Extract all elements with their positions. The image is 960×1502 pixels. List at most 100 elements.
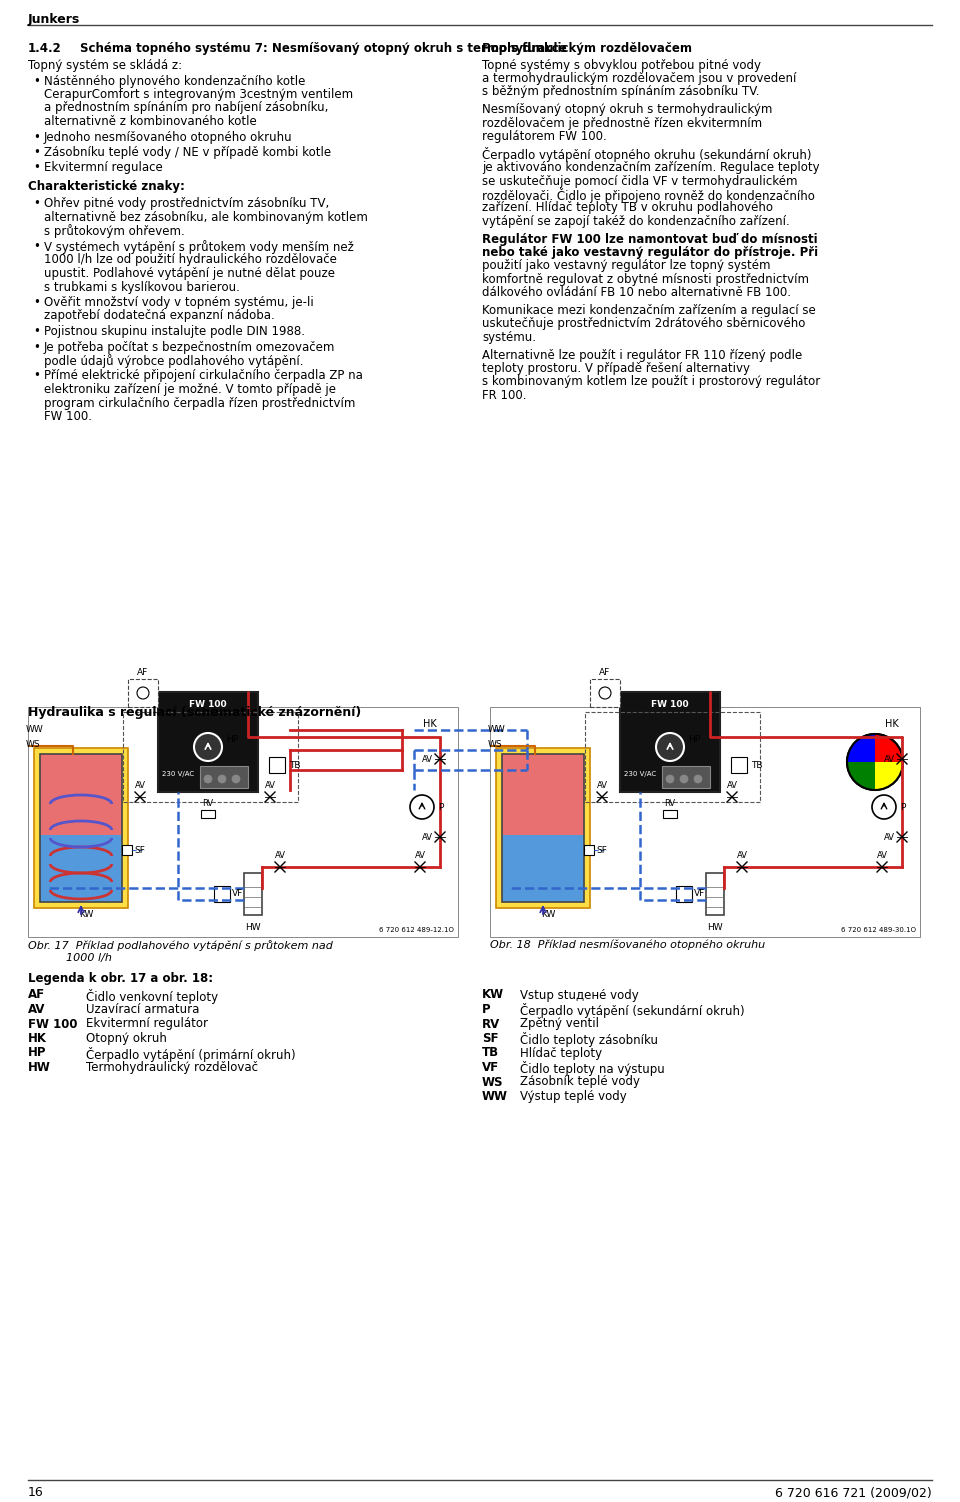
Bar [244, 873, 262, 915]
Text: s průtokovým ohřevem.: s průtokovým ohřevem. [44, 224, 184, 239]
Text: Čerpadlo vytápění (primární okruh): Čerpadlo vytápění (primární okruh) [86, 1047, 296, 1062]
Text: AV: AV [415, 852, 425, 861]
Circle shape [680, 775, 688, 783]
Text: Termohydraulický rozdělovač: Termohydraulický rozdělovač [86, 1060, 258, 1074]
Text: Čidlo teploty na výstupu: Čidlo teploty na výstupu [520, 1060, 664, 1075]
Text: SF: SF [482, 1032, 498, 1045]
Text: 16: 16 [28, 1485, 44, 1499]
Text: Vstup stuденé vody: Vstup stuденé vody [520, 988, 638, 1002]
Text: AV: AV [275, 852, 285, 861]
Text: Ekvitermní regulace: Ekvitermní regulace [44, 162, 163, 174]
Text: 1.4.2: 1.4.2 [28, 42, 61, 56]
Circle shape [218, 775, 226, 783]
Text: FW 100.: FW 100. [44, 410, 92, 424]
Text: upustit. Podlahové vytápění je nutné dělat pouze: upustit. Podlahové vytápění je nutné děl… [44, 267, 335, 279]
Text: AV: AV [596, 781, 608, 790]
Text: HP: HP [226, 734, 238, 743]
Text: CerapurComfort s integrovaným 3cestným ventilem: CerapurComfort s integrovaným 3cestným v… [44, 89, 353, 101]
Text: Uzavírací armatura: Uzavírací armatura [86, 1003, 200, 1015]
Text: SF: SF [134, 846, 145, 855]
Text: Zpětný ventil: Zpětný ventil [520, 1017, 599, 1030]
Circle shape [204, 775, 212, 783]
Text: uskutečňuje prostřednictvím 2drátového sběrnicového: uskutečňuje prostřednictvím 2drátového s… [482, 317, 805, 330]
Bar [590, 679, 620, 707]
Text: elektroniku zařízení je možné. V tomto případě je: elektroniku zařízení je možné. V tomto p… [44, 383, 336, 397]
Text: P: P [900, 802, 905, 811]
Text: WS: WS [26, 740, 40, 749]
Text: Ověřit množství vody v topném systému, je-li: Ověřit množství vody v topném systému, j… [44, 296, 314, 309]
Text: se uskutečňuje pomocí čidla VF v termohydraulickém: se uskutečňuje pomocí čidla VF v termohy… [482, 174, 798, 188]
Text: s trubkami s kyslíkovou barierou.: s trubkami s kyslíkovou barierou. [44, 281, 240, 293]
Bar [200, 766, 248, 789]
Circle shape [410, 795, 434, 819]
Text: nebo také jako vestavný regulátor do přístroje. Při: nebo také jako vestavný regulátor do pří… [482, 246, 818, 258]
Text: •: • [33, 146, 40, 159]
Text: AV: AV [736, 852, 748, 861]
Text: Obr. 18  Příklad nesmíšovaného otopného okruhu: Obr. 18 Příklad nesmíšovaného otopného o… [490, 940, 765, 951]
Text: FR 100.: FR 100. [482, 389, 526, 403]
Text: •: • [33, 240, 40, 252]
Text: HW: HW [245, 924, 261, 933]
Text: regulátorem FW 100.: regulátorem FW 100. [482, 131, 607, 143]
Text: AV: AV [28, 1003, 45, 1015]
Text: •: • [33, 131, 40, 144]
Text: Výstup teplé vody: Výstup teplé vody [520, 1090, 627, 1102]
Bar [706, 873, 724, 915]
Text: Otopný okruh: Otopný okruh [86, 1032, 167, 1045]
Text: Hydraulika s regulací (schématické znázornění): Hydraulika s regulací (schématické znázo… [28, 706, 361, 719]
Text: Hlídač teploty: Hlídač teploty [520, 1047, 602, 1059]
Text: HP: HP [688, 734, 700, 743]
Bar [584, 846, 594, 855]
Text: HP: HP [28, 1047, 46, 1059]
Bar [128, 679, 158, 707]
Text: rozdělovаčem je přednostně řízen ekvitermním: rozdělovаčem je přednostně řízen ekviter… [482, 117, 762, 129]
Circle shape [194, 733, 222, 762]
Text: VF: VF [232, 889, 243, 898]
Text: HK: HK [885, 719, 899, 728]
Text: V systémech vytápění s průtokem vody menším než: V systémech vytápění s průtokem vody men… [44, 240, 354, 254]
Bar [40, 835, 122, 903]
Text: Komunikace mezi kondenzačním zařízením a regulací se: Komunikace mezi kondenzačním zařízením a… [482, 303, 816, 317]
Text: použití jako vestavný regulátor lze topný systém: použití jako vestavný regulátor lze topn… [482, 260, 771, 272]
Text: Regulátor FW 100 lze namontovat buď do mísnosti: Regulátor FW 100 lze namontovat buď do m… [482, 233, 818, 245]
Text: WW: WW [26, 725, 44, 734]
Wedge shape [847, 762, 875, 790]
Text: a přednostním spínáním pro nabíjení zásobníku,: a přednostním spínáním pro nabíjení záso… [44, 102, 328, 114]
Text: alternativně bez zásobníku, ale kombinovaným kotlem: alternativně bez zásobníku, ale kombinov… [44, 210, 368, 224]
Bar [502, 754, 584, 903]
Text: •: • [33, 296, 40, 309]
Bar [676, 886, 692, 903]
Circle shape [694, 775, 702, 783]
Text: AV: AV [727, 781, 737, 790]
Text: a termohydraulickým rozdělovаčem jsou v provedení: a termohydraulickým rozdělovаčem jsou v … [482, 72, 797, 86]
Text: SF: SF [596, 846, 607, 855]
Text: teploty prostoru. V případě řešení alternativy: teploty prostoru. V případě řešení alter… [482, 362, 750, 376]
Wedge shape [847, 734, 875, 762]
Text: AV: AV [884, 832, 895, 841]
Text: Ekvitermní regulátor: Ekvitermní regulátor [86, 1017, 208, 1030]
Text: AF: AF [599, 668, 611, 677]
Text: je aktivováno kondenzačním zařízením. Regulace teploty: je aktivováno kondenzačním zařízením. Re… [482, 161, 820, 174]
Text: VF: VF [482, 1060, 499, 1074]
Text: P: P [438, 802, 444, 811]
Text: zařízení. Hlídač teploty TB v okruhu podlahového: zařízení. Hlídač teploty TB v okruhu pod… [482, 201, 773, 215]
Text: Čidlo venkovní teploty: Čidlo venkovní teploty [86, 988, 218, 1003]
Text: Čerpadlo vytápění otopného okruhu (sekundární okruh): Čerpadlo vytápění otopného okruhu (sekun… [482, 147, 811, 162]
Bar [502, 754, 584, 835]
Text: Topné systémy s obvyklou potřebou pitné vody: Topné systémy s obvyklou potřebou pitné … [482, 59, 761, 72]
Circle shape [872, 795, 896, 819]
Text: Schéma topného systému 7: Nesmíšovaný otopný okruh s termohydraulickým rozdělovа: Schéma topného systému 7: Nesmíšovaný ot… [80, 42, 692, 56]
Text: Charakteristické znaky:: Charakteristické znaky: [28, 180, 185, 192]
Bar [732, 757, 748, 774]
Text: Pojistnou skupinu instalujte podle DIN 1988.: Pojistnou skupinu instalujte podle DIN 1… [44, 324, 305, 338]
Text: AF: AF [28, 988, 45, 1002]
Circle shape [599, 686, 611, 698]
Text: AV: AV [422, 832, 433, 841]
Text: 6 720 612 489-12.1O: 6 720 612 489-12.1O [379, 927, 454, 933]
Text: systému.: systému. [482, 330, 536, 344]
Text: RV: RV [482, 1017, 500, 1030]
Text: Obr. 17  Příklad podlahového vytápění s průtokem nad: Obr. 17 Příklad podlahového vytápění s p… [28, 940, 333, 951]
Bar [490, 707, 920, 937]
Text: 6 720 612 489-30.1O: 6 720 612 489-30.1O [841, 927, 916, 933]
Text: KW: KW [79, 910, 93, 919]
